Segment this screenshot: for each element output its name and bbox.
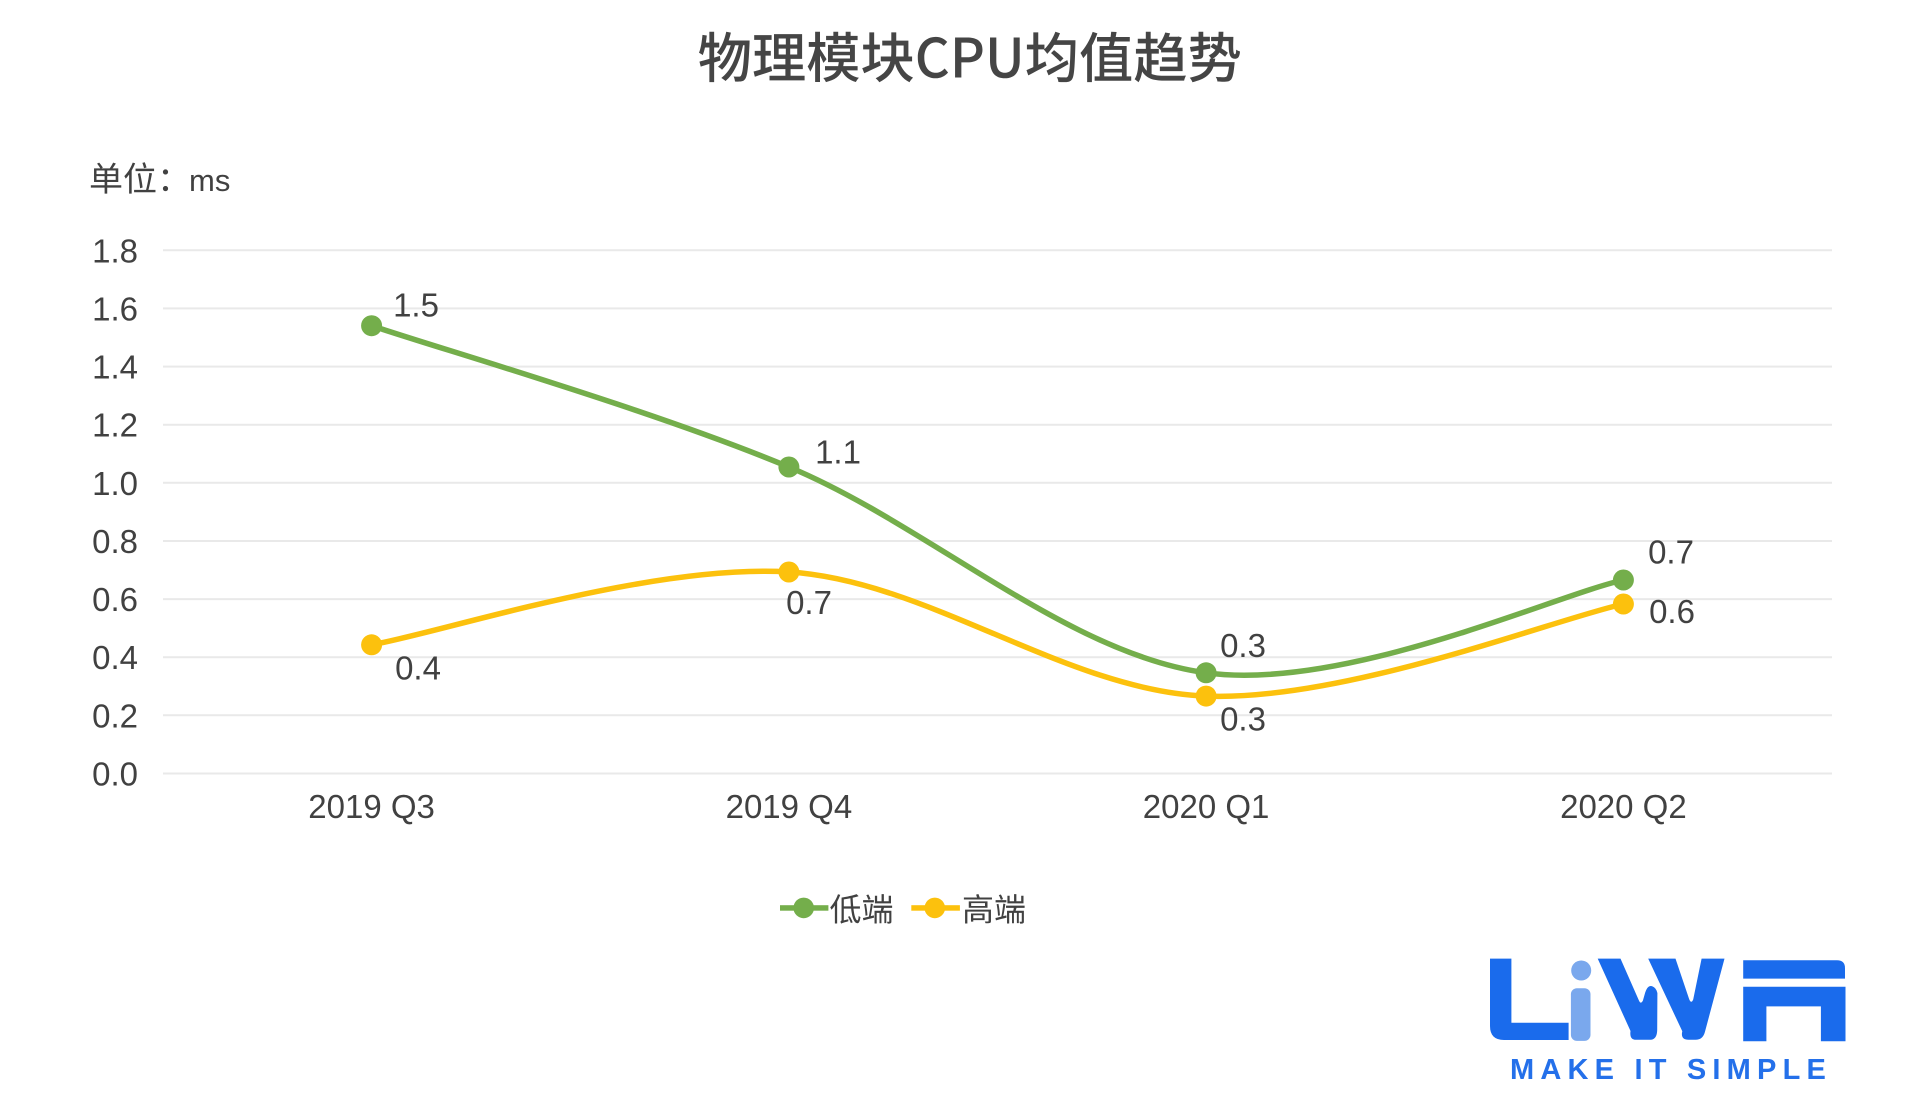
svg-text:MAKE IT SIMPLE: MAKE IT SIMPLE bbox=[1510, 1054, 1832, 1086]
svg-text:1.5: 1.5 bbox=[393, 287, 439, 324]
svg-text:0.7: 0.7 bbox=[1648, 534, 1694, 571]
svg-text:2020 Q1: 2020 Q1 bbox=[1143, 788, 1270, 825]
svg-text:0.6: 0.6 bbox=[1649, 593, 1695, 630]
svg-text:ms: ms bbox=[189, 163, 230, 198]
svg-text:1.1: 1.1 bbox=[815, 434, 861, 471]
svg-text:0.4: 0.4 bbox=[395, 650, 441, 687]
svg-text:0.3: 0.3 bbox=[1220, 627, 1266, 664]
svg-text:0.6: 0.6 bbox=[92, 581, 138, 618]
svg-text:1.4: 1.4 bbox=[92, 349, 138, 386]
svg-text:0.2: 0.2 bbox=[92, 697, 138, 734]
svg-text:1.0: 1.0 bbox=[92, 465, 138, 502]
svg-text:2019 Q4: 2019 Q4 bbox=[726, 788, 853, 825]
svg-text:0.8: 0.8 bbox=[92, 523, 138, 560]
svg-text:0.0: 0.0 bbox=[92, 756, 138, 793]
svg-text:0.4: 0.4 bbox=[92, 639, 138, 676]
svg-text:2019 Q3: 2019 Q3 bbox=[308, 788, 435, 825]
svg-text:1.2: 1.2 bbox=[92, 407, 138, 444]
svg-text:0.3: 0.3 bbox=[1220, 701, 1266, 738]
svg-text:1.8: 1.8 bbox=[92, 232, 138, 269]
svg-text:2020 Q2: 2020 Q2 bbox=[1560, 788, 1687, 825]
svg-text:1.6: 1.6 bbox=[92, 290, 138, 327]
svg-text:0.7: 0.7 bbox=[786, 584, 832, 621]
